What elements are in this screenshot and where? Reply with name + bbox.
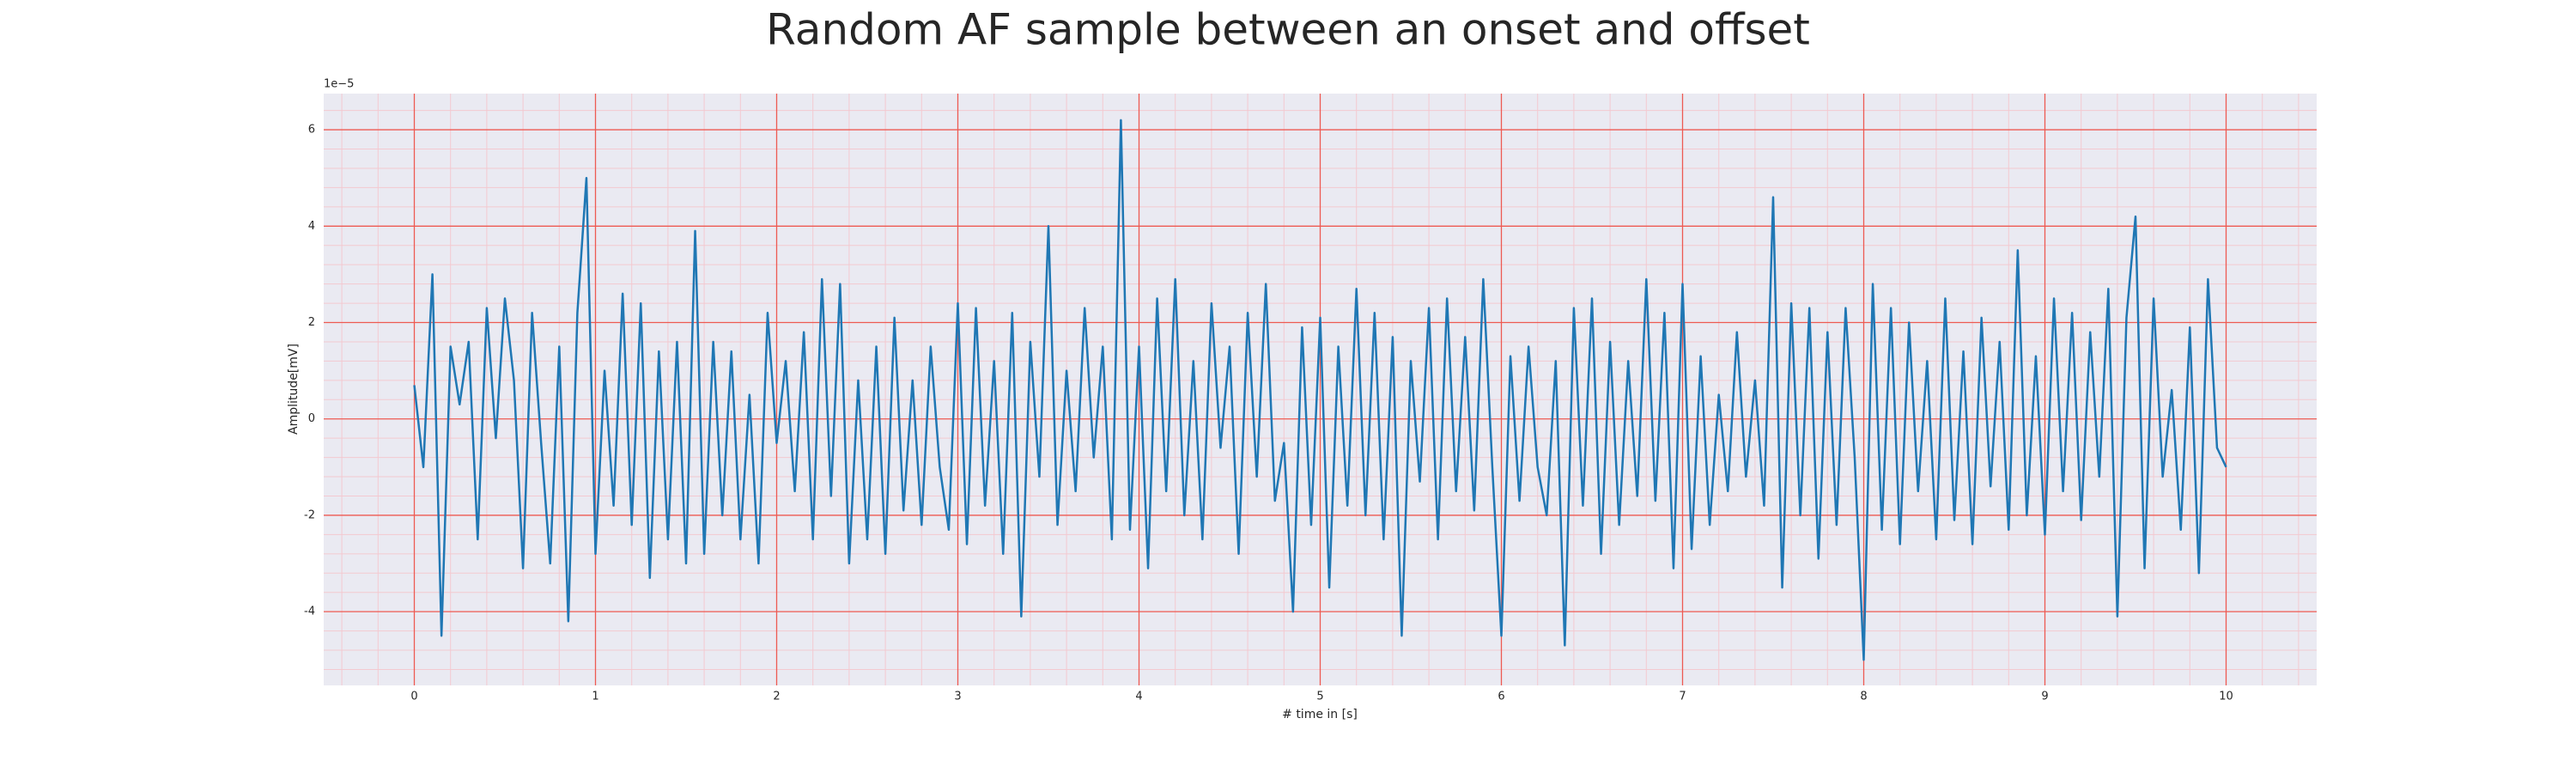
y-tick-label: -2 <box>304 508 315 521</box>
x-tick-label: 2 <box>773 691 780 703</box>
y-offset-text: 1e−5 <box>324 78 354 91</box>
x-axis-label: # time in [s] <box>1282 708 1358 721</box>
x-tick-label: 3 <box>954 691 961 703</box>
data-line <box>413 119 2227 661</box>
x-tick-label: 9 <box>2041 691 2048 703</box>
chart-title: Random AF sample between an onset and of… <box>766 5 1810 55</box>
y-tick-label: 0 <box>308 412 315 425</box>
x-tick-label: 1 <box>592 691 598 703</box>
y-tick-label: -4 <box>304 606 315 618</box>
x-tick-label: 5 <box>1316 691 1323 703</box>
x-tick-label: 8 <box>1860 691 1867 703</box>
y-tick-label: 2 <box>308 316 315 329</box>
y-axis-label: Amplitude[mV] <box>287 344 301 435</box>
x-tick-label: 6 <box>1498 691 1504 703</box>
y-tick-label: 4 <box>308 220 315 233</box>
x-tick-label: 0 <box>410 691 417 703</box>
y-tick-label: 6 <box>308 124 315 137</box>
plot-area <box>324 94 2317 685</box>
x-tick-label: 10 <box>2219 691 2233 703</box>
x-tick-label: 4 <box>1135 691 1142 703</box>
x-tick-label: 7 <box>1679 691 1686 703</box>
